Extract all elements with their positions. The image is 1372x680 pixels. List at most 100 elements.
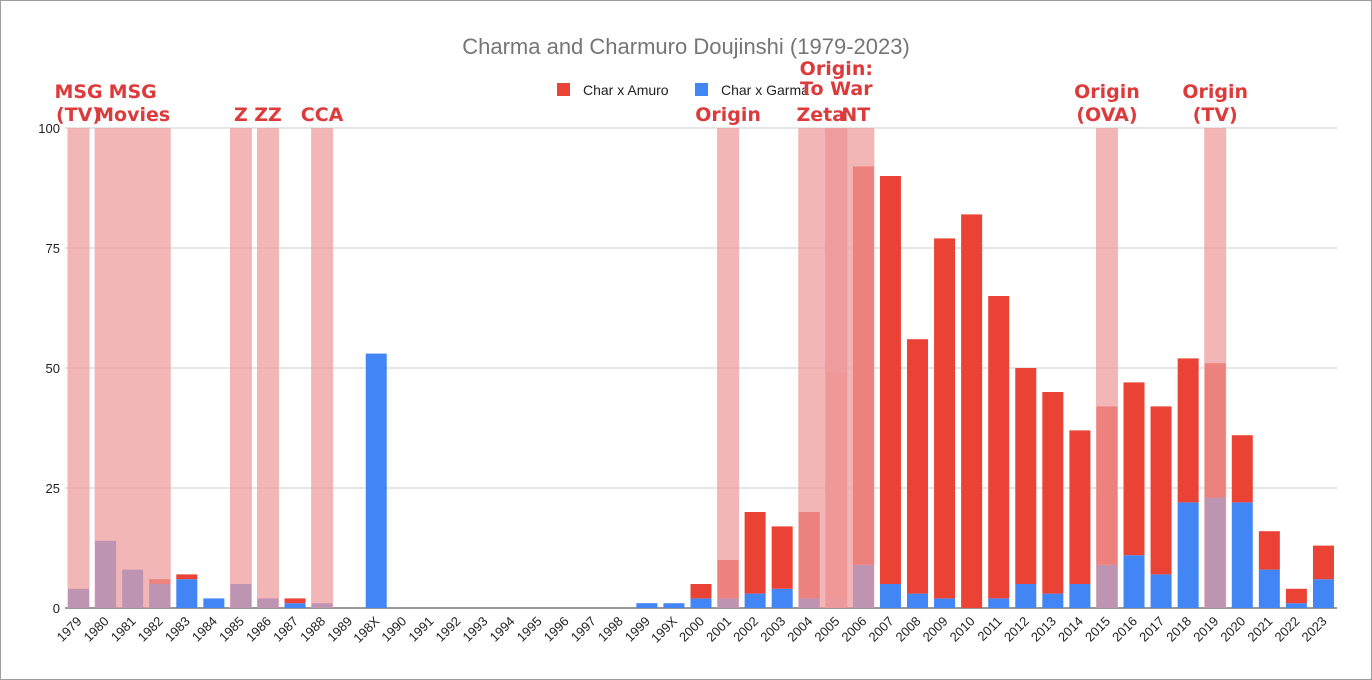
bar-char-x-amuro-2017 <box>1150 406 1172 575</box>
legend-swatch <box>695 83 708 96</box>
gridlines <box>65 127 1337 609</box>
annotation-label: Origin (OVA) <box>1074 81 1140 126</box>
y-tick-label: 0 <box>53 601 60 616</box>
x-tick-label-1998: 1998 <box>595 614 626 645</box>
highlight-band <box>256 128 279 608</box>
bar-char-x-garma-2012 <box>1015 584 1037 608</box>
bar-char-x-amuro-2002 <box>744 512 766 594</box>
highlight-band <box>311 128 334 608</box>
x-tick-label-199X: 199X <box>648 613 680 645</box>
bar-char-x-amuro-2009 <box>934 238 956 599</box>
annotation-label: Origin: To War <box>800 58 874 100</box>
bar-char-x-amuro-2008 <box>907 339 929 594</box>
x-tick-label-2005: 2005 <box>811 614 842 645</box>
annotation-label: Origin (TV) <box>1182 81 1248 126</box>
x-tick-label-2006: 2006 <box>838 614 869 645</box>
x-tick-label-2015: 2015 <box>1082 614 1113 645</box>
bar-char-x-garma-2008 <box>907 593 929 608</box>
bar-char-x-garma-1984 <box>203 598 225 608</box>
x-tick-label-2004: 2004 <box>784 614 815 645</box>
y-tick-label: 100 <box>38 121 60 136</box>
bar-char-x-amuro-2016 <box>1123 382 1145 556</box>
bar-char-x-amuro-2010 <box>961 214 983 608</box>
annotation-label: MSG (TV) <box>54 81 102 126</box>
x-tick-label-2000: 2000 <box>676 614 707 645</box>
bar-char-x-garma-2016 <box>1123 555 1145 608</box>
x-tick-label-1987: 1987 <box>270 614 301 645</box>
x-tick-label-1983: 1983 <box>162 614 193 645</box>
x-tick-label-1986: 1986 <box>243 614 274 645</box>
bar-char-x-garma-2018 <box>1177 502 1199 608</box>
bar-char-x-garma-2007 <box>879 584 901 608</box>
x-tick-label-2017: 2017 <box>1136 614 1167 645</box>
x-tick-label-2002: 2002 <box>730 614 761 645</box>
x-tick-label-2014: 2014 <box>1055 614 1086 645</box>
bar-char-x-amuro-1987 <box>284 598 306 604</box>
highlight-band <box>717 128 740 608</box>
x-tick-label-1979: 1979 <box>54 614 85 645</box>
bar-char-x-amuro-2022 <box>1285 588 1307 604</box>
x-tick-label-2012: 2012 <box>1001 614 1032 645</box>
bar-char-x-amuro-2014 <box>1069 430 1091 584</box>
x-tick-label-1982: 1982 <box>135 614 166 645</box>
annotation-label: CCA <box>301 104 344 126</box>
x-tick-label-1994: 1994 <box>487 614 518 645</box>
x-tick-label-1999: 1999 <box>622 614 653 645</box>
highlight-band <box>94 128 171 608</box>
annotation-label: MSG Movies <box>95 81 170 126</box>
x-tick-label-2023: 2023 <box>1299 614 1330 645</box>
x-tick-label-1996: 1996 <box>541 614 572 645</box>
bar-char-x-amuro-2007 <box>879 176 901 584</box>
bar-char-x-amuro-2020 <box>1231 435 1253 503</box>
x-tick-label-2016: 2016 <box>1109 614 1140 645</box>
highlight-band <box>825 128 875 608</box>
highlight-band <box>1204 128 1227 608</box>
bar-char-x-garma-198X <box>365 353 387 608</box>
bar-char-x-garma-2022 <box>1285 603 1307 608</box>
bar-char-x-garma-2020 <box>1231 502 1253 608</box>
x-tick-label-1980: 1980 <box>81 614 112 645</box>
bar-char-x-amuro-2003 <box>771 526 793 589</box>
x-tick-label-2010: 2010 <box>947 614 978 645</box>
bar-char-x-amuro-2012 <box>1015 368 1037 584</box>
bar-char-x-garma-2009 <box>934 598 956 608</box>
bar-char-x-garma-1987 <box>284 603 306 608</box>
x-tick-label-2021: 2021 <box>1244 614 1275 645</box>
legend-swatch <box>557 83 570 96</box>
bar-char-x-garma-2011 <box>988 598 1010 608</box>
x-tick-label-1992: 1992 <box>432 614 463 645</box>
x-tick-label-2009: 2009 <box>920 614 951 645</box>
bar-char-x-amuro-2021 <box>1258 531 1280 570</box>
x-tick-label-1989: 1989 <box>324 614 355 645</box>
annotation-label: ZZ <box>254 104 282 126</box>
bar-char-x-garma-1983 <box>176 579 198 608</box>
x-tick-label-2008: 2008 <box>893 614 924 645</box>
bar-char-x-garma-2002 <box>744 593 766 608</box>
y-tick-label: 75 <box>46 241 60 256</box>
legend-entry: Char x Amuro <box>583 82 669 98</box>
bar-char-x-amuro-2011 <box>988 296 1010 599</box>
release-highlights <box>67 128 1227 608</box>
y-tick-label: 25 <box>46 481 60 496</box>
x-tick-label-2001: 2001 <box>703 614 734 645</box>
bar-char-x-garma-2003 <box>771 588 793 608</box>
x-tick-label-2019: 2019 <box>1190 614 1221 645</box>
x-tick-label-1993: 1993 <box>460 614 491 645</box>
x-tick-label-1988: 1988 <box>297 614 328 645</box>
x-tick-label-2018: 2018 <box>1163 614 1194 645</box>
legend: Char x Amuro Char x Garma <box>557 82 809 98</box>
annotation-label: Zeta <box>796 104 845 126</box>
annotation-label: NT <box>841 104 870 126</box>
x-tick-label-2007: 2007 <box>866 614 897 645</box>
x-tick-label-1991: 1991 <box>405 614 436 645</box>
bar-char-x-garma-2014 <box>1069 584 1091 608</box>
x-tick-label-2013: 2013 <box>1028 614 1059 645</box>
bar-char-x-amuro-1983 <box>176 574 198 580</box>
bar-char-x-garma-2017 <box>1150 574 1172 608</box>
annotation-label: Z <box>234 104 248 126</box>
bar-char-x-amuro-2018 <box>1177 358 1199 503</box>
x-tick-label-198X: 198X <box>350 613 382 645</box>
highlight-band <box>229 128 252 608</box>
